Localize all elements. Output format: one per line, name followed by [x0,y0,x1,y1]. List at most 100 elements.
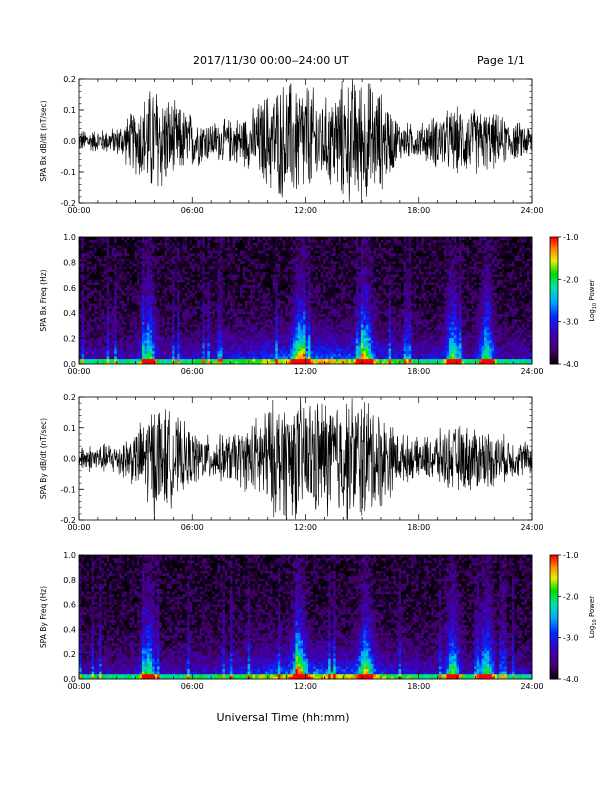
heatmap-cell [277,300,281,304]
heatmap-cell [232,319,236,323]
heatmap-cell [252,274,256,278]
heatmap-cell [285,313,289,317]
heatmap-cell [247,313,251,317]
heatmap-cell [207,250,211,254]
heatmap-cell [144,319,148,323]
heatmap-cell [91,348,95,352]
heatmap-cell [305,324,309,328]
heatmap-cell [252,342,256,346]
heatmap-cell [157,326,160,331]
heatmap-cell [84,260,87,264]
heatmap-cell [109,287,113,291]
panel-1: 0.20.10.0-0.1-0.200:00 06:00 12:00 18:00 24:… [39,75,544,215]
heatmap-cell [187,263,191,267]
heatmap-cell [199,300,203,304]
heatmap-cell [282,319,286,323]
heatmap-cell [209,252,213,256]
heatmap-cell [280,281,284,286]
heatmap-cell [144,281,148,286]
heatmap-cell [285,274,289,278]
heatmap-cell [164,284,168,288]
heatmap-cell [146,313,150,317]
heatmap-cell [187,297,191,301]
heatmap-cell [219,324,223,328]
heatmap-cell [247,260,251,264]
heatmap-cell [325,319,329,323]
heatmap-cell [308,329,311,333]
heatmap-cell [255,324,259,328]
heatmap-cell [235,252,238,256]
heatmap-cell [325,274,329,278]
heatmap-cell [136,313,140,317]
heatmap-cell [295,324,299,328]
heatmap-cell [270,358,274,362]
heatmap-cell [272,258,276,262]
heatmap-cell [290,308,294,312]
heatmap-cell [131,324,135,328]
heatmap-cell [275,337,279,341]
heatmap-cell [129,324,133,328]
heatmap-cell [224,281,228,286]
heatmap-cell [214,361,218,365]
heatmap-cell [302,258,306,262]
heatmap-cell [235,242,238,246]
heatmap-cell [292,295,296,299]
heatmap-cell [270,276,274,280]
heatmap-cell [197,268,201,272]
heatmap-cell [174,258,178,262]
heatmap-cell [308,260,311,264]
heatmap-cell [164,287,168,291]
heatmap-cell [106,332,110,336]
heatmap-cell [199,353,203,357]
heatmap-cell [320,348,324,352]
heatmap-cell [124,303,128,307]
heatmap-cell [91,281,95,286]
heatmap-cell [257,316,261,320]
heatmap-cell [207,255,211,259]
heatmap-cell [99,334,103,338]
heatmap-cell [282,334,286,338]
heatmap-cell [111,342,115,346]
heatmap-cell [134,348,138,352]
heatmap-cell [146,292,150,296]
heatmap-cell [179,281,183,286]
heatmap-cell [300,303,304,307]
heatmap-cell [265,334,269,338]
heatmap-cell [174,337,178,341]
heatmap-cell [116,340,120,344]
heatmap-cell [252,350,256,354]
heatmap-cell [257,244,261,248]
heatmap-cell [189,358,193,362]
heatmap-cell [270,271,274,275]
heatmap-cell [250,358,254,362]
heatmap-cell [101,340,105,344]
heatmap-cell [182,300,186,304]
heatmap-cell [96,287,100,291]
heatmap-cell [250,250,254,254]
heatmap-cell [157,321,160,325]
heatmap-cell [245,340,249,344]
heatmap-cell [222,258,226,262]
heatmap-cell [192,258,196,262]
heatmap-cell [217,284,221,288]
heatmap-cell [79,353,82,357]
heatmap-cell [328,250,332,254]
heatmap-cell [179,292,183,296]
heatmap-cell [139,260,143,264]
heatmap-cell [129,263,133,267]
heatmap-cell [154,255,158,259]
heatmap-cell [240,263,243,267]
heatmap-cell [167,239,170,243]
heatmap-cell [141,258,145,262]
heatmap-cell [227,350,231,354]
heatmap-cell [224,342,228,346]
heatmap-cell [320,239,324,243]
heatmap-cell [154,319,158,323]
heatmap-cell [157,284,160,288]
heatmap-cell [308,324,311,328]
heatmap-cell [313,239,316,243]
heatmap-cell [169,239,173,243]
heatmap-cell [272,252,276,256]
heatmap-cell [184,242,188,246]
heatmap-cell [214,287,218,291]
